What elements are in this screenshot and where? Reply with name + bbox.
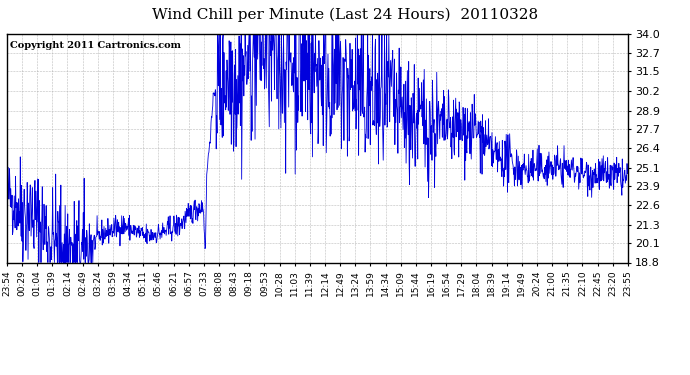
Text: Copyright 2011 Cartronics.com: Copyright 2011 Cartronics.com bbox=[10, 40, 181, 50]
Text: Wind Chill per Minute (Last 24 Hours)  20110328: Wind Chill per Minute (Last 24 Hours) 20… bbox=[152, 8, 538, 22]
